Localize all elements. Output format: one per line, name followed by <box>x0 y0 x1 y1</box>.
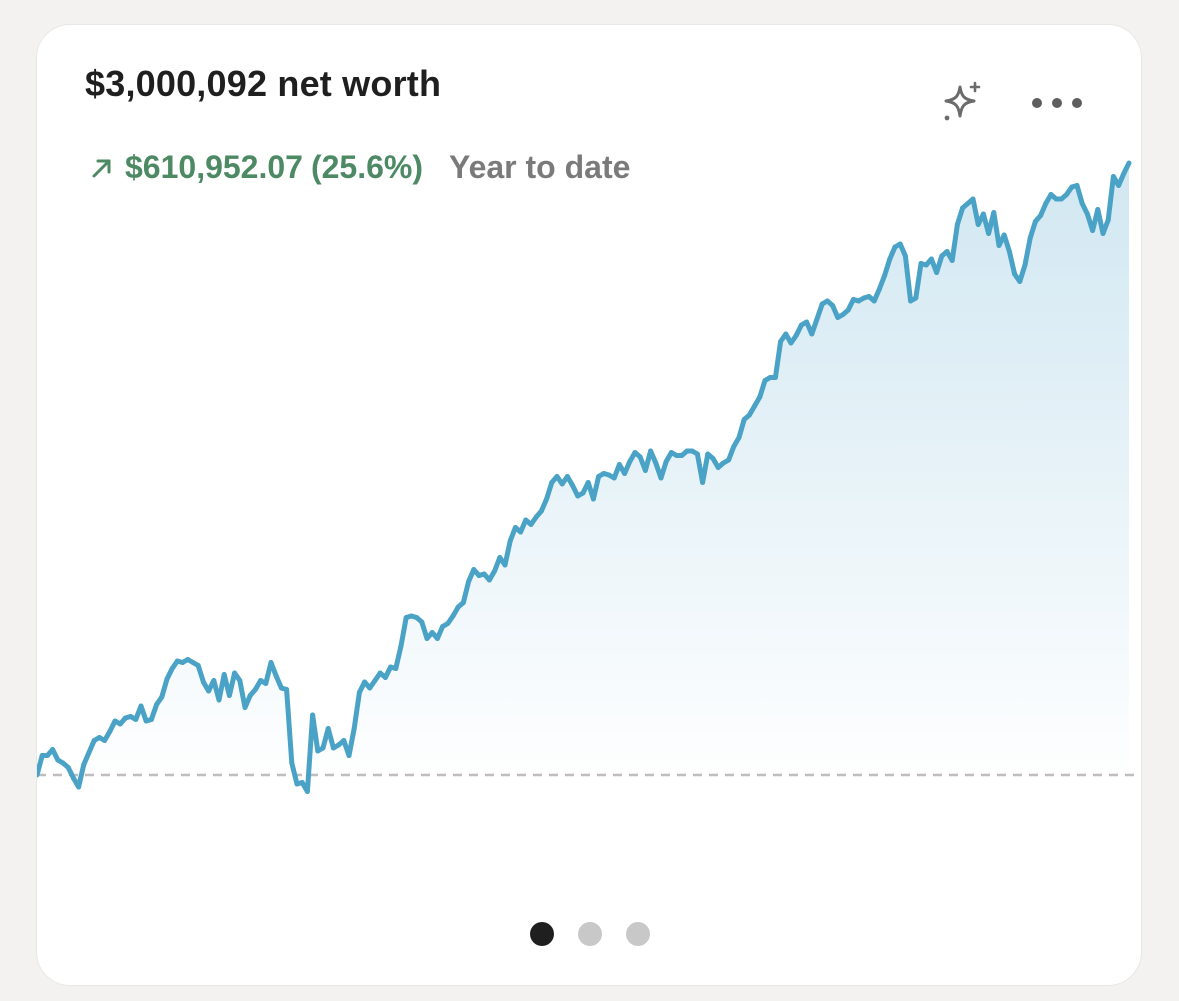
chart-line-segment <box>393 643 404 671</box>
ai-insights-button[interactable] <box>933 75 993 131</box>
chart-line-segment <box>1105 174 1116 223</box>
chart-line-segment <box>913 261 924 301</box>
chart-line-segment <box>351 690 362 731</box>
chart-line-segment <box>772 339 784 380</box>
chart-line-segment <box>902 253 914 304</box>
chart-line-segment <box>237 678 248 710</box>
chart-line-segment <box>76 762 87 790</box>
chart-line-segment <box>991 210 1002 248</box>
chart-line-segment <box>1022 235 1033 268</box>
chart-line-segment <box>1027 219 1038 241</box>
chart-line-segment <box>736 417 747 440</box>
net-worth-title: $3,000,092 net worth <box>85 63 442 104</box>
chart-line-segment <box>590 474 602 502</box>
chart-line-segment <box>882 256 893 278</box>
chart-line-segment <box>398 615 409 649</box>
chart-line-segment <box>1006 249 1018 277</box>
chart-line-segment <box>1074 183 1085 206</box>
chart-line-segment <box>325 726 336 751</box>
chart-line-segment <box>934 253 945 275</box>
chart-line-segment <box>1001 232 1012 254</box>
chart-line-segment <box>284 687 295 766</box>
chart-line-segment <box>814 301 825 322</box>
chart-line-segment <box>1017 262 1028 284</box>
chart-line-segment <box>757 378 768 400</box>
chart-line-segment <box>226 670 238 698</box>
chart-line-segment <box>700 451 711 485</box>
net-worth-chart <box>37 160 1141 794</box>
chart-line-segment <box>954 205 966 227</box>
sparkle-icon <box>944 81 981 121</box>
change-value: $610,952.07 <box>125 149 303 185</box>
more-options-button[interactable] <box>1027 75 1087 131</box>
chart-line-segment <box>289 760 300 787</box>
chart-area-fill <box>37 163 1129 792</box>
chart-line-segment <box>460 579 472 605</box>
change-percent: (25.6%) <box>310 149 423 185</box>
chart-line-segment <box>310 712 321 754</box>
chart-line-segment <box>159 676 170 700</box>
net-worth-card: $3,000,092 net worth $610,952.07 (25.6%)… <box>36 24 1142 986</box>
chart-line-segment <box>138 703 149 724</box>
pagination-dot[interactable] <box>626 922 650 946</box>
chart-line-segment <box>195 663 206 685</box>
period-label: Year to date <box>449 149 631 185</box>
chart-line-segment <box>346 726 357 758</box>
pagination-dots <box>37 922 1141 946</box>
chart-line-segment <box>37 753 45 778</box>
chart-line-segment <box>1121 160 1132 176</box>
pagination-dot[interactable] <box>578 922 602 946</box>
chart-line-segment <box>970 196 981 227</box>
chart-line-segment <box>658 459 669 481</box>
chart-line-segment <box>809 316 820 337</box>
pagination-dot[interactable] <box>530 922 554 946</box>
chart-line-segment <box>304 712 316 794</box>
chart-line <box>37 160 1132 794</box>
change-summary: $610,952.07 (25.6%) Year to date <box>89 149 630 186</box>
chart-line-segment <box>949 222 960 263</box>
chart-line-segment <box>148 702 160 722</box>
chart-line-segment <box>502 538 513 568</box>
arrow-up-right-icon <box>92 159 111 177</box>
chart-line-segment <box>544 480 555 502</box>
more-horizontal-icon <box>1032 98 1082 108</box>
